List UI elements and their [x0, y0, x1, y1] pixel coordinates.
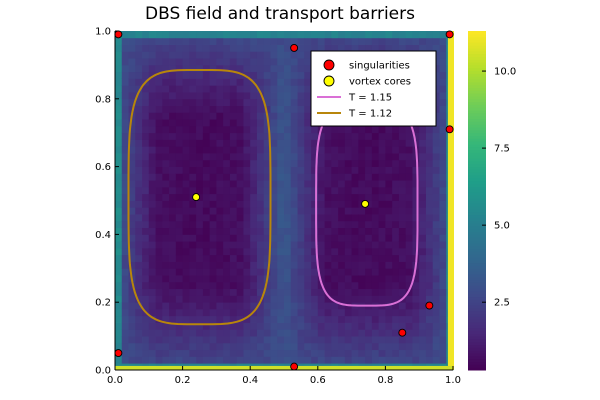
legend-entry-label: T = 1.15	[348, 93, 392, 104]
singularity-point-6	[398, 328, 407, 337]
y-tick-label: 0.4	[95, 230, 111, 241]
y-tick-label: 0.6	[95, 162, 111, 173]
y-tick-label: 0.2	[95, 298, 111, 309]
singularity-point-3	[445, 30, 454, 39]
singularity-point-2	[290, 44, 299, 52]
x-tick-label: 0.8	[377, 375, 393, 386]
legend-entry-label: vortex cores	[349, 77, 411, 88]
x-tick-label: 0.0	[107, 375, 123, 386]
legend-marker	[323, 59, 335, 71]
colorbar-tick-label: 7.5	[494, 144, 510, 155]
vortex-core-point-1	[192, 193, 201, 202]
y-tick-label: 0.8	[95, 94, 111, 105]
barrier-curve-2	[127, 69, 272, 326]
critical-points	[114, 30, 454, 371]
x-tick-label: 0.4	[242, 375, 258, 386]
colorbar-tick-label: 5.0	[494, 221, 510, 232]
chart-title: DBS field and transport barriers	[145, 4, 415, 24]
x-tick-label: 0.2	[175, 375, 191, 386]
colorbar-tick-label: 2.5	[494, 298, 510, 309]
colorbar: 2.5 5.0 7.5 10.0	[468, 31, 516, 371]
y-tick-label: 1.0	[95, 27, 111, 38]
singularity-point-7	[114, 349, 123, 357]
y-tick-label: 0.0	[95, 366, 111, 377]
legend: singularities vortex cores T = 1.15 T = 1.1…	[310, 50, 437, 127]
plot-axes: 0.0 0.2 0.4 0.6 0.8 1.0 0.0 0.2 0.4 0.6 0.8 1.0	[95, 27, 461, 387]
heatmap-field	[115, 31, 454, 371]
legend-entry-label: singularities	[349, 61, 410, 72]
vortex-core-point-2	[361, 199, 370, 208]
singularity-point-8	[290, 362, 299, 371]
singularity-point-4	[445, 125, 454, 134]
singularity-point-5	[425, 301, 434, 310]
colorbar-tick-label: 10.0	[494, 67, 516, 78]
legend-entry-label: T = 1.12	[348, 109, 392, 120]
legend-marker	[323, 75, 335, 87]
x-tick-label: 0.6	[310, 375, 326, 386]
x-tick-label: 1.0	[445, 375, 461, 386]
singularity-point-1	[114, 30, 123, 39]
